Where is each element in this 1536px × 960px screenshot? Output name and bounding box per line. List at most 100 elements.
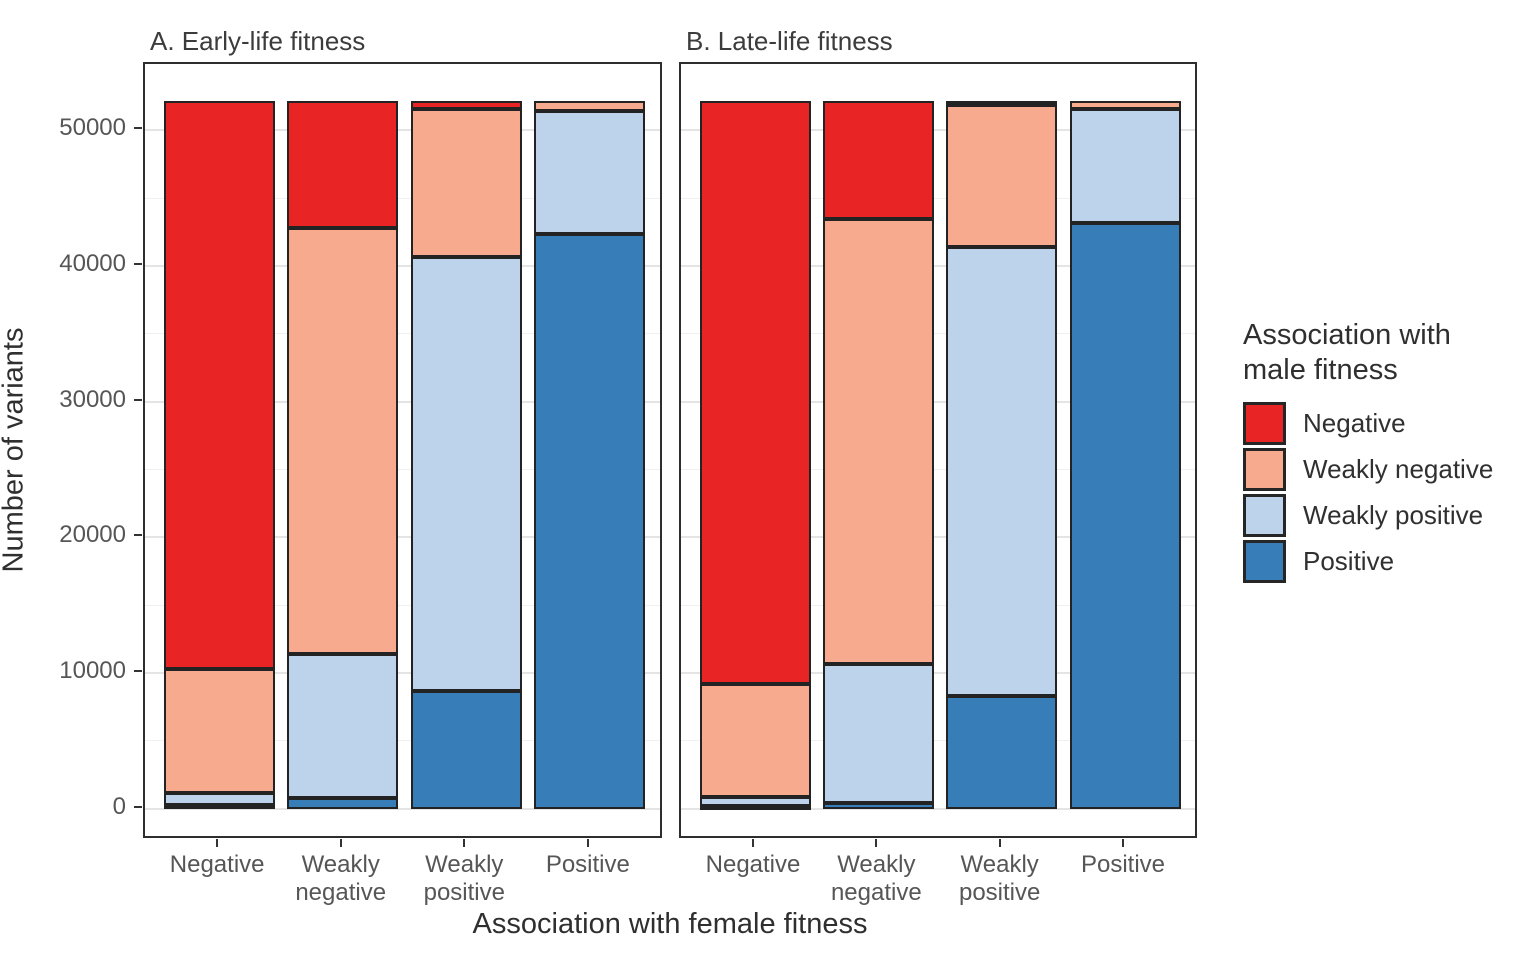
y-tick-label: 30000 <box>59 385 126 413</box>
x-axis-title: Association with female fitness <box>472 908 868 940</box>
legend-label: Weakly negative <box>1303 454 1494 484</box>
legend-item-negative: Negative <box>1243 402 1533 445</box>
gridline-minor <box>145 469 660 471</box>
legend-item-weakly-positive: Weakly positive <box>1243 494 1533 537</box>
legend-item-weakly-negative: Weakly negative <box>1243 448 1533 491</box>
y-tick-label: 50000 <box>59 114 126 142</box>
bar-segment-b-positive-weakly-positive <box>1069 108 1181 223</box>
bar-segment-a-positive-weakly-positive <box>534 111 646 234</box>
bar-segment-a-weakly-positive-positive <box>410 690 522 809</box>
gridline-major <box>681 129 1195 132</box>
bar-segment-a-negative-weakly-negative <box>163 669 275 794</box>
legend-swatch-positive <box>1243 540 1286 583</box>
x-tick-label: Negative <box>705 851 801 878</box>
gridline-minor <box>145 333 660 335</box>
x-tick <box>463 839 466 847</box>
x-tick-label: Weakly negative <box>295 851 387 906</box>
x-tick-label: Positive <box>545 851 630 878</box>
bar-segment-b-positive-positive <box>1069 222 1181 809</box>
x-tick-label: Positive <box>1080 851 1166 878</box>
x-tick <box>752 839 754 847</box>
legend-label: Positive <box>1303 546 1395 576</box>
bar-segment-b-weakly-positive-weakly-negative <box>946 104 1058 248</box>
facet-title-a: A. Early-life fitness <box>150 26 366 56</box>
x-tick <box>998 839 1001 847</box>
gridline-major <box>681 536 1195 539</box>
y-tick <box>134 805 142 808</box>
gridline-minor <box>145 740 660 742</box>
gridline-minor <box>681 333 1195 335</box>
bar-segment-a-negative-positive <box>163 805 275 810</box>
bar-segment-b-positive-weakly-negative <box>1069 100 1181 109</box>
legend-item-positive: Positive <box>1243 540 1533 583</box>
gridline-minor <box>681 604 1195 606</box>
gridline-major <box>145 129 660 132</box>
y-tick-label: 40000 <box>59 250 126 278</box>
bar-segment-a-weakly-negative-weakly-positive <box>287 654 399 798</box>
bar-segment-b-weakly-negative-weakly-negative <box>822 218 934 664</box>
bar-segment-b-weakly-positive-positive <box>946 696 1058 809</box>
bar-segment-b-negative-positive <box>699 806 811 811</box>
bar-segment-a-positive-weakly-negative <box>534 100 646 112</box>
y-axis-title-text: Number of variants <box>0 327 30 573</box>
legend-entries: Negative Weakly negative Weakly positive Po… <box>1243 402 1533 583</box>
x-tick <box>339 839 342 847</box>
x-tick <box>216 839 219 847</box>
facet-title-b: B. Late-life fitness <box>686 26 893 56</box>
gridline-major <box>681 807 1195 810</box>
y-tick <box>134 127 142 130</box>
y-tick-label: 0 <box>112 792 126 820</box>
legend-title: Association with male fitness <box>1243 319 1451 386</box>
gridline-minor <box>145 197 660 199</box>
y-tick-label: 10000 <box>59 657 126 685</box>
gridline-major <box>145 265 660 268</box>
bar-segment-b-weakly-negative-negative <box>822 100 934 219</box>
legend-swatch-negative <box>1243 402 1286 445</box>
bar-segment-b-negative-weakly-negative <box>699 683 811 797</box>
x-tick <box>586 839 589 847</box>
y-tick <box>134 398 142 401</box>
legend-label: Negative <box>1303 408 1406 438</box>
bar-segment-a-weakly-negative-weakly-negative <box>287 228 399 655</box>
x-tick-label: Negative <box>169 851 265 878</box>
y-tick <box>134 670 142 673</box>
x-tick <box>875 839 878 847</box>
bar-segment-a-negative-negative <box>163 100 275 670</box>
bar-segment-a-negative-weakly-positive <box>163 793 275 806</box>
bar-segment-a-weakly-positive-weakly-negative <box>410 108 522 257</box>
bar-segment-b-weakly-positive-weakly-positive <box>946 247 1058 697</box>
bar-segment-b-negative-negative <box>699 100 811 684</box>
x-tick-label: Weakly positive <box>958 851 1041 906</box>
x-tick-label: Weakly positive <box>423 851 505 906</box>
x-tick-label: Weakly negative <box>830 851 922 906</box>
bar-segment-b-weakly-negative-weakly-positive <box>822 663 934 803</box>
gridline-minor <box>681 740 1195 742</box>
legend-swatch-weakly-positive <box>1243 494 1286 537</box>
facet-panel-a <box>143 62 662 838</box>
bar-segment-b-weakly-negative-positive <box>822 802 934 809</box>
gridline-minor <box>681 197 1195 199</box>
gridline-major <box>681 400 1195 403</box>
gridline-minor <box>145 604 660 606</box>
gridline-major <box>145 807 660 810</box>
y-tick <box>134 263 142 266</box>
bar-segment-a-weakly-positive-weakly-positive <box>410 256 522 691</box>
gridline-major <box>145 536 660 539</box>
y-tick <box>134 534 142 537</box>
y-tick-label: 20000 <box>59 521 126 549</box>
legend-swatch-weakly-negative <box>1243 448 1286 491</box>
bar-segment-b-negative-weakly-positive <box>699 796 811 807</box>
x-tick <box>1122 839 1124 847</box>
bar-segment-a-positive-positive <box>534 233 646 809</box>
bar-segment-a-weakly-positive-negative <box>410 100 522 109</box>
gridline-minor <box>681 469 1195 471</box>
bar-segment-a-weakly-negative-negative <box>287 100 399 229</box>
legend-label: Weakly positive <box>1303 500 1484 530</box>
gridline-major <box>681 265 1195 268</box>
gridline-major <box>681 672 1195 675</box>
legend: Association with male fitness Negative We… <box>1243 318 1533 586</box>
bar-segment-b-weakly-positive-negative <box>946 100 1058 105</box>
facet-panel-b <box>679 62 1197 838</box>
bar-segment-a-weakly-negative-positive <box>287 797 399 809</box>
